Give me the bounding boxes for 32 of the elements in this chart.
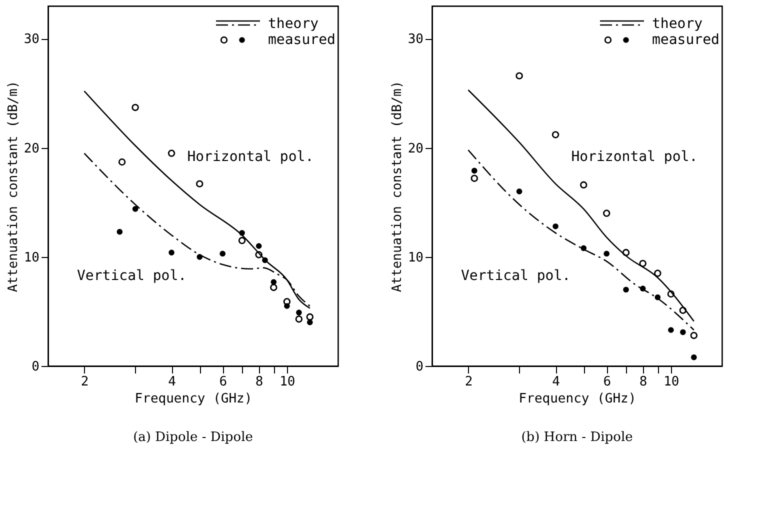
y-axis-title: Attenuation constant (dB/m) (390, 80, 405, 292)
x-tick-label: 8 (639, 374, 648, 390)
annotation: Horizontal pol. (187, 149, 314, 166)
x-axis-title: Frequency (GHz) (518, 392, 636, 406)
legend-label: theory (652, 16, 703, 32)
y-tick-label: 20 (408, 141, 424, 156)
y-tick-label: 10 (24, 250, 40, 266)
x-tick-label: 4 (552, 374, 560, 390)
x-tick-label: 10 (664, 374, 680, 390)
x-tick-label: 2 (80, 374, 89, 390)
y-tick-label: 20 (24, 141, 40, 156)
annotation: Horizontal pol. (571, 149, 698, 166)
x-tick-label: 4 (168, 374, 176, 390)
y-tick-label: 30 (24, 32, 40, 48)
legend-label: measured (652, 32, 720, 48)
y-tick-label: 0 (32, 360, 40, 374)
y-tick-label: 10 (408, 250, 424, 266)
x-tick-label: 6 (603, 374, 612, 390)
legend-label: measured (268, 32, 336, 48)
x-tick-label: 6 (219, 374, 228, 390)
y-tick-label: 30 (408, 32, 424, 48)
x-tick-label: 10 (280, 374, 296, 390)
text: (b) Horn - Dipole (521, 430, 634, 445)
text: (a) Dipole - Dipole (133, 430, 254, 445)
x-axis-title: Frequency (GHz) (134, 392, 252, 406)
y-axis-title: Attenuation constant (dB/m) (6, 80, 21, 292)
x-tick-label: 2 (464, 374, 473, 390)
x-tick-label: 8 (255, 374, 264, 390)
annotation: Vertical pol. (461, 268, 571, 284)
y-tick-label: 0 (416, 360, 424, 374)
annotation: Vertical pol. (77, 268, 187, 284)
legend-label: theory (268, 16, 319, 32)
